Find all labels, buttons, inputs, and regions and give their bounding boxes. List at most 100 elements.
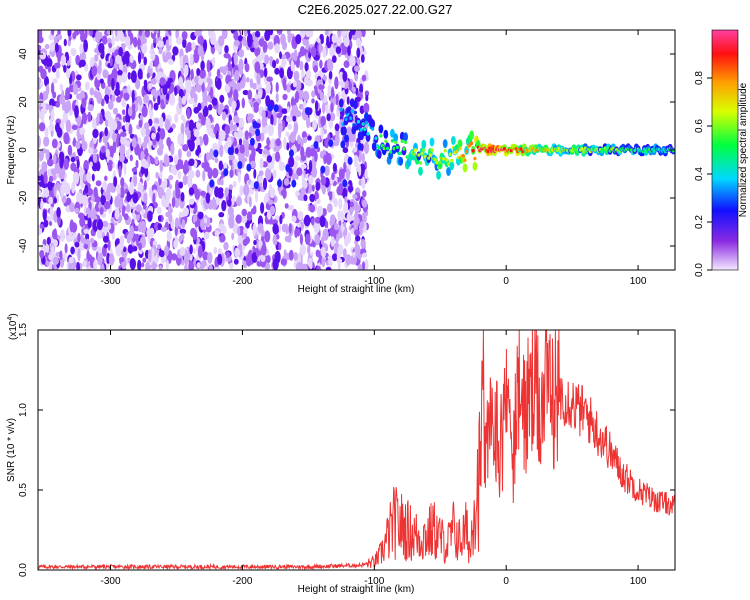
noise-speck bbox=[83, 243, 89, 250]
noise-speck bbox=[141, 207, 145, 216]
noise-speck bbox=[179, 246, 186, 256]
noise-speck bbox=[80, 168, 85, 176]
noise-speck bbox=[195, 169, 201, 178]
colorbar-label: Normalized spectral amplitude bbox=[738, 82, 749, 217]
noise-speck bbox=[168, 93, 176, 106]
noise-speck bbox=[209, 31, 216, 41]
noise-speck bbox=[347, 45, 351, 57]
noise-speck bbox=[150, 78, 157, 85]
noise-speck bbox=[347, 231, 351, 244]
noise-speck bbox=[261, 109, 266, 119]
noise-speck bbox=[244, 63, 250, 73]
noise-speck bbox=[292, 81, 297, 88]
noise-speck bbox=[256, 72, 261, 85]
noise-speck bbox=[340, 210, 344, 223]
noise-speck bbox=[138, 30, 143, 37]
noise-speck bbox=[286, 30, 291, 36]
signal-core bbox=[461, 153, 465, 158]
noise-speck bbox=[233, 258, 239, 265]
noise-speck bbox=[237, 128, 243, 142]
noise-speck bbox=[114, 207, 120, 220]
noise-speck bbox=[309, 147, 317, 157]
signal-blob bbox=[378, 124, 384, 134]
noise-speck bbox=[279, 67, 285, 79]
x-tick-label: -300 bbox=[101, 276, 121, 287]
noise-speck bbox=[364, 259, 369, 270]
noise-speck bbox=[334, 123, 340, 132]
noise-speck bbox=[144, 30, 151, 38]
noise-speck bbox=[322, 46, 327, 58]
noise-speck bbox=[181, 31, 188, 40]
noise-speck bbox=[143, 135, 150, 144]
noise-speck bbox=[103, 243, 108, 249]
noise-speck bbox=[174, 86, 178, 96]
noise-speck bbox=[121, 206, 125, 217]
noise-speck bbox=[133, 174, 138, 187]
noise-speck bbox=[189, 53, 194, 67]
signal-core bbox=[413, 148, 418, 152]
noise-speck bbox=[148, 103, 152, 116]
noise-speck bbox=[93, 259, 97, 270]
noise-speck bbox=[315, 198, 321, 205]
noise-speck bbox=[297, 89, 304, 101]
signal-blob bbox=[457, 139, 463, 149]
noise-speck bbox=[181, 218, 186, 229]
noise-speck bbox=[241, 208, 248, 217]
noise-speck bbox=[151, 30, 155, 34]
noise-speck bbox=[297, 253, 301, 265]
noise-speck bbox=[299, 233, 303, 246]
noise-speck bbox=[294, 228, 298, 238]
noise-speck bbox=[261, 229, 265, 237]
noise-speck bbox=[156, 206, 162, 215]
noise-speck bbox=[212, 142, 218, 152]
signal-core bbox=[363, 127, 367, 132]
noise-speck bbox=[220, 178, 224, 186]
noise-speck bbox=[190, 227, 197, 238]
noise-speck bbox=[234, 247, 241, 258]
noise-speck bbox=[237, 35, 243, 42]
signal-blob bbox=[390, 128, 395, 138]
noise-speck bbox=[287, 234, 292, 243]
noise-speck bbox=[268, 30, 274, 36]
noise-speck bbox=[337, 30, 342, 38]
noise-speck bbox=[145, 261, 150, 270]
noise-speck bbox=[172, 46, 179, 56]
noise-speck bbox=[211, 56, 216, 67]
noise-speck bbox=[72, 32, 77, 40]
noise-speck bbox=[361, 176, 366, 190]
noise-speck bbox=[354, 154, 359, 165]
noise-speck bbox=[56, 34, 63, 41]
colorbar-tick-label: 0.6 bbox=[694, 119, 705, 133]
noise-speck bbox=[251, 147, 256, 159]
noise-speck bbox=[284, 203, 289, 209]
noise-speck bbox=[177, 171, 182, 179]
noise-speck bbox=[38, 65, 44, 73]
noise-speck bbox=[69, 202, 75, 213]
noise-speck bbox=[143, 204, 147, 210]
noise-speck bbox=[93, 186, 98, 199]
noise-speck bbox=[59, 94, 66, 105]
signal-blob bbox=[342, 126, 347, 136]
noise-speck bbox=[243, 183, 250, 197]
noise-speck bbox=[160, 99, 164, 107]
signal-core bbox=[349, 116, 353, 120]
noise-speck bbox=[221, 200, 227, 212]
noise-speck bbox=[178, 235, 183, 243]
noise-speck bbox=[193, 51, 200, 64]
noise-speck bbox=[343, 161, 347, 171]
noise-speck bbox=[151, 262, 158, 269]
noise-speck bbox=[292, 98, 297, 105]
noise-speck bbox=[132, 192, 139, 204]
noise-speck bbox=[283, 177, 290, 186]
noise-speck bbox=[188, 260, 194, 270]
noise-speck bbox=[151, 247, 155, 259]
noise-speck bbox=[228, 184, 233, 191]
noise-speck bbox=[326, 203, 333, 213]
noise-speck bbox=[182, 38, 187, 49]
noise-speck bbox=[229, 169, 234, 179]
noise-speck bbox=[258, 175, 263, 184]
noise-speck bbox=[138, 242, 143, 251]
noise-speck bbox=[161, 195, 166, 208]
noise-speck bbox=[209, 179, 215, 188]
y-tick-label: -20 bbox=[18, 190, 29, 205]
